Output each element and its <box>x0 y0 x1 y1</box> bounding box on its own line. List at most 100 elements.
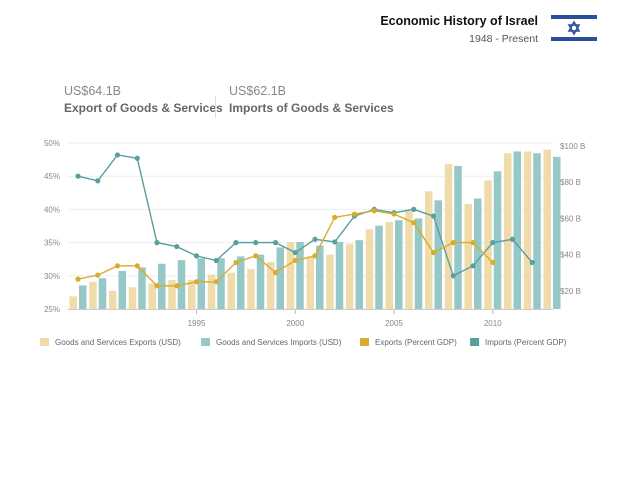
legend-swatch <box>40 338 49 346</box>
bar-imports-usd <box>474 198 482 309</box>
exports-pct-gdp-point <box>193 279 200 285</box>
exports-pct-gdp-point <box>332 214 338 220</box>
imports-pct-gdp-point <box>154 240 160 246</box>
x-tick-label: 2005 <box>385 319 403 328</box>
y-left-tick-label: 40% <box>44 205 60 214</box>
legend-label: Goods and Services Imports (USD) <box>216 338 342 347</box>
kpi-divider <box>215 96 216 118</box>
exports-pct-gdp-point <box>134 263 140 269</box>
kpi-exports-value: US$64.1B <box>64 84 121 98</box>
bar-imports-usd <box>197 258 205 309</box>
bar-exports-usd <box>148 283 156 309</box>
imports-pct-gdp-line <box>77 154 533 277</box>
imports-pct-gdp-point <box>312 236 318 242</box>
exports-pct-gdp-point <box>292 257 298 264</box>
bar-exports-usd <box>267 261 275 309</box>
bar-exports-usd <box>207 274 216 309</box>
bar-exports-usd <box>227 272 235 309</box>
y-left-tick-label: 25% <box>44 305 60 314</box>
bar-exports-usd <box>247 269 255 309</box>
legend-swatch <box>360 338 369 346</box>
imports-pct-gdp-point <box>95 178 101 184</box>
y-left-tick-label: 30% <box>44 272 60 281</box>
imports-pct-gdp-point <box>292 249 298 256</box>
bar-exports-usd <box>89 281 97 309</box>
exports-pct-gdp-point <box>174 283 180 289</box>
bar-imports-usd <box>414 218 423 309</box>
bar-imports-usd <box>355 240 363 309</box>
legend-swatch <box>470 338 479 346</box>
y-right-tick-label: $80 B <box>560 178 581 187</box>
bar-exports-usd <box>405 211 413 309</box>
bar-exports-usd <box>504 153 512 309</box>
bar-imports-usd <box>454 165 462 309</box>
bar-exports-usd <box>326 254 334 309</box>
bar-imports-usd <box>138 267 146 309</box>
exports-pct-gdp-point <box>75 276 81 282</box>
imports-pct-gdp-point <box>509 236 516 242</box>
bar-exports-usd <box>128 287 137 309</box>
y-right-tick-label: $40 B <box>560 251 581 260</box>
kpi-exports: US$64.1B Export of Goods & Services <box>64 84 223 115</box>
imports-pct-gdp-point <box>450 273 456 279</box>
legend-label: Goods and Services Exports (USD) <box>55 338 181 347</box>
exports-pct-gdp-point <box>371 208 377 214</box>
exports-pct-gdp-point <box>95 272 101 278</box>
exports-pct-gdp-point <box>312 253 318 259</box>
bar-imports-usd <box>513 151 521 309</box>
bar-imports-usd <box>316 245 324 309</box>
imports-pct-gdp-point <box>272 240 279 246</box>
y-right-tick-label: $60 B <box>560 214 581 223</box>
bar-exports-usd <box>425 191 433 309</box>
kpi-exports-label: Export of Goods & Services <box>64 101 223 115</box>
bar-exports-usd <box>188 280 196 309</box>
bar-exports-usd <box>523 151 532 309</box>
kpi-imports-label: Imports of Goods & Services <box>229 101 394 115</box>
bar-exports-usd <box>168 280 176 309</box>
x-tick-label: 1995 <box>188 319 206 328</box>
exports-pct-gdp-point <box>490 259 496 266</box>
bar-imports-usd <box>493 171 502 309</box>
bar-imports-usd <box>256 254 265 309</box>
bar-exports-usd <box>385 222 393 309</box>
y-right-tick-label: $100 B <box>560 142 585 151</box>
exports-pct-gdp-point <box>411 220 417 226</box>
exports-pct-gdp-point <box>391 211 397 217</box>
exports-pct-gdp-point <box>470 240 476 246</box>
bar-imports-usd <box>395 220 403 309</box>
exports-pct-gdp-point <box>233 259 239 266</box>
bar-imports-usd <box>533 153 541 309</box>
y-right-tick-label: $20 B <box>560 287 581 296</box>
bar-imports-usd <box>296 241 304 309</box>
exports-pct-gdp-point <box>114 263 121 269</box>
x-tick-label: 2010 <box>484 319 502 328</box>
legend-swatch <box>201 338 210 346</box>
bar-imports-usd <box>237 256 245 309</box>
imports-pct-gdp-point <box>233 240 239 246</box>
bar-exports-usd <box>543 149 551 309</box>
bar-exports-usd <box>444 164 453 309</box>
imports-pct-gdp-point <box>529 259 535 266</box>
bar-exports-usd <box>464 203 472 309</box>
imports-pct-gdp-point <box>134 155 140 161</box>
exports-pct-gdp-point <box>253 253 259 259</box>
star-of-david-icon <box>567 20 581 36</box>
bar-exports-usd <box>346 243 354 309</box>
imports-pct-gdp-point <box>411 206 417 212</box>
bar-imports-usd <box>276 247 284 309</box>
imports-pct-gdp-point <box>114 152 121 158</box>
imports-pct-gdp-point <box>213 257 219 264</box>
bar-imports-usd <box>375 225 383 309</box>
header-title: Economic History of Israel <box>380 14 538 28</box>
imports-pct-gdp-point <box>174 243 180 250</box>
exports-pct-gdp-point <box>450 240 456 246</box>
legend-label: Imports (Percent GDP) <box>485 338 567 347</box>
imports-pct-gdp-point <box>490 240 496 246</box>
bar-imports-usd <box>553 156 561 309</box>
imports-pct-gdp-point <box>332 239 338 245</box>
imports-pct-gdp-point <box>253 240 259 246</box>
exports-pct-gdp-point <box>272 269 279 276</box>
exports-pct-gdp-point <box>213 279 219 285</box>
bar-imports-usd <box>217 258 225 309</box>
